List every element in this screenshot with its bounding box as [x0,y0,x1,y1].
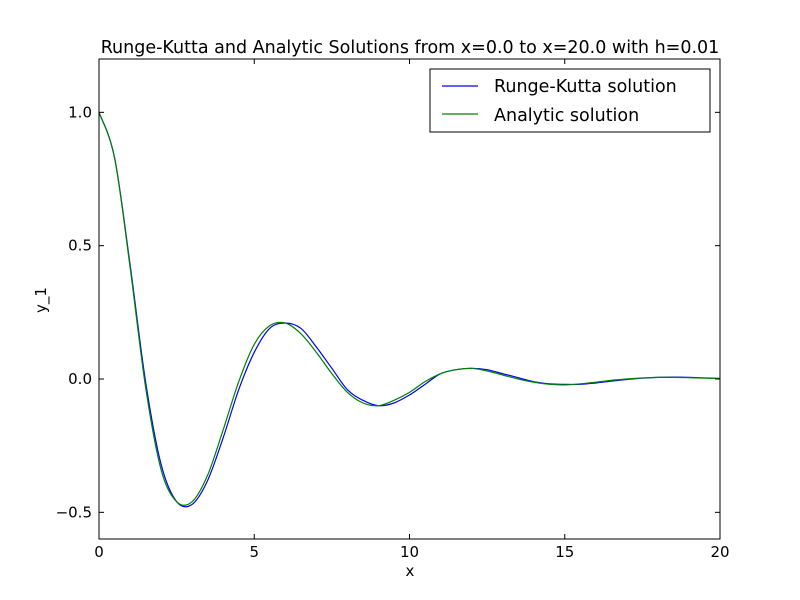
y-tick-label: 0.0 [68,370,92,388]
series-line-runge-kutta [99,112,720,508]
x-axis-label: x [406,562,415,580]
legend-label-analytic: Analytic solution [494,106,639,126]
legend: Runge-Kutta solution Analytic solution [429,68,711,133]
x-tick-label: 10 [400,543,419,561]
legend-box [429,68,711,133]
x-tick-label: 0 [94,543,104,561]
x-tick-label: 15 [555,543,574,561]
y-tick-label: −0.5 [56,503,92,521]
y-axis: −0.5 0.0 0.5 1.0 [56,103,720,521]
legend-label-runge-kutta: Runge-Kutta solution [494,77,677,97]
series-line-analytic [99,112,720,506]
x-axis: 0 5 10 15 20 [94,59,730,561]
plot-area [99,59,720,539]
y-tick-label: 0.5 [68,237,92,255]
y-axis-label: y_1 [32,287,51,313]
x-tick-label: 20 [710,543,729,561]
x-tick-label: 5 [249,543,259,561]
y-tick-label: 1.0 [68,103,92,121]
chart-title: Runge-Kutta and Analytic Solutions from … [101,38,720,58]
